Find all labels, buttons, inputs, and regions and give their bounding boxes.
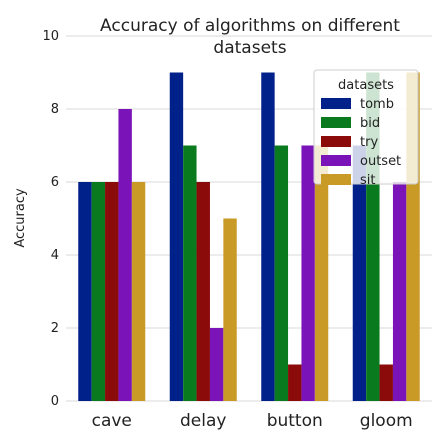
x-tick-label: button bbox=[267, 411, 323, 431]
y-tick-label: 4 bbox=[51, 248, 59, 263]
bar-try-gloom bbox=[379, 364, 393, 401]
bars bbox=[78, 72, 420, 401]
x-tick-label: cave bbox=[92, 411, 132, 431]
y-axis-label: Accuracy bbox=[13, 188, 28, 248]
x-axis-categories: cave delay button gloom bbox=[92, 411, 413, 431]
y-axis-ticks: 0 2 4 6 8 10 bbox=[42, 29, 59, 409]
legend-swatch-tomb bbox=[321, 98, 351, 109]
bar-sit-cave bbox=[131, 182, 146, 401]
chart-title-line-1: Accuracy of algorithms on different bbox=[100, 16, 400, 36]
bar-try-cave bbox=[105, 182, 119, 401]
y-tick-label: 0 bbox=[51, 394, 59, 409]
legend-swatch-try bbox=[321, 136, 351, 147]
legend-label-sit: sit bbox=[360, 173, 375, 188]
bar-sit-delay bbox=[223, 218, 237, 401]
y-tick-label: 2 bbox=[51, 321, 59, 336]
bar-bid-button bbox=[274, 145, 289, 401]
legend-label-tomb: tomb bbox=[360, 97, 394, 112]
bar-tomb-delay bbox=[169, 72, 184, 401]
bar-outset-button bbox=[301, 145, 315, 401]
bar-tomb-gloom bbox=[352, 145, 367, 401]
bar-bid-cave bbox=[91, 182, 106, 401]
bar-sit-button bbox=[314, 145, 329, 401]
chart-title-line-2: datasets bbox=[213, 38, 286, 58]
bar-tomb-cave bbox=[78, 182, 92, 401]
y-tick-label: 6 bbox=[51, 175, 59, 190]
legend-swatch-outset bbox=[321, 155, 351, 166]
bar-bid-delay bbox=[183, 145, 197, 401]
y-tick-label: 10 bbox=[42, 29, 59, 44]
bar-outset-cave bbox=[118, 109, 132, 401]
legend-label-try: try bbox=[360, 135, 378, 150]
legend-label-outset: outset bbox=[360, 154, 401, 169]
legend: datasets tomb bid try outset sit bbox=[313, 69, 419, 188]
bar-outset-gloom bbox=[392, 182, 407, 401]
bar-outset-delay bbox=[209, 328, 224, 401]
bar-tomb-button bbox=[261, 72, 275, 401]
x-tick-label: gloom bbox=[360, 411, 413, 431]
bar-try-button bbox=[288, 364, 302, 401]
legend-title: datasets bbox=[338, 78, 394, 93]
x-tick-label: delay bbox=[180, 411, 226, 431]
bar-try-delay bbox=[196, 182, 210, 401]
legend-label-bid: bid bbox=[360, 116, 380, 131]
legend-swatch-bid bbox=[321, 117, 351, 128]
legend-items: tomb bid try outset sit bbox=[321, 97, 401, 188]
y-tick-label: 8 bbox=[51, 102, 59, 117]
legend-swatch-sit bbox=[321, 174, 351, 185]
